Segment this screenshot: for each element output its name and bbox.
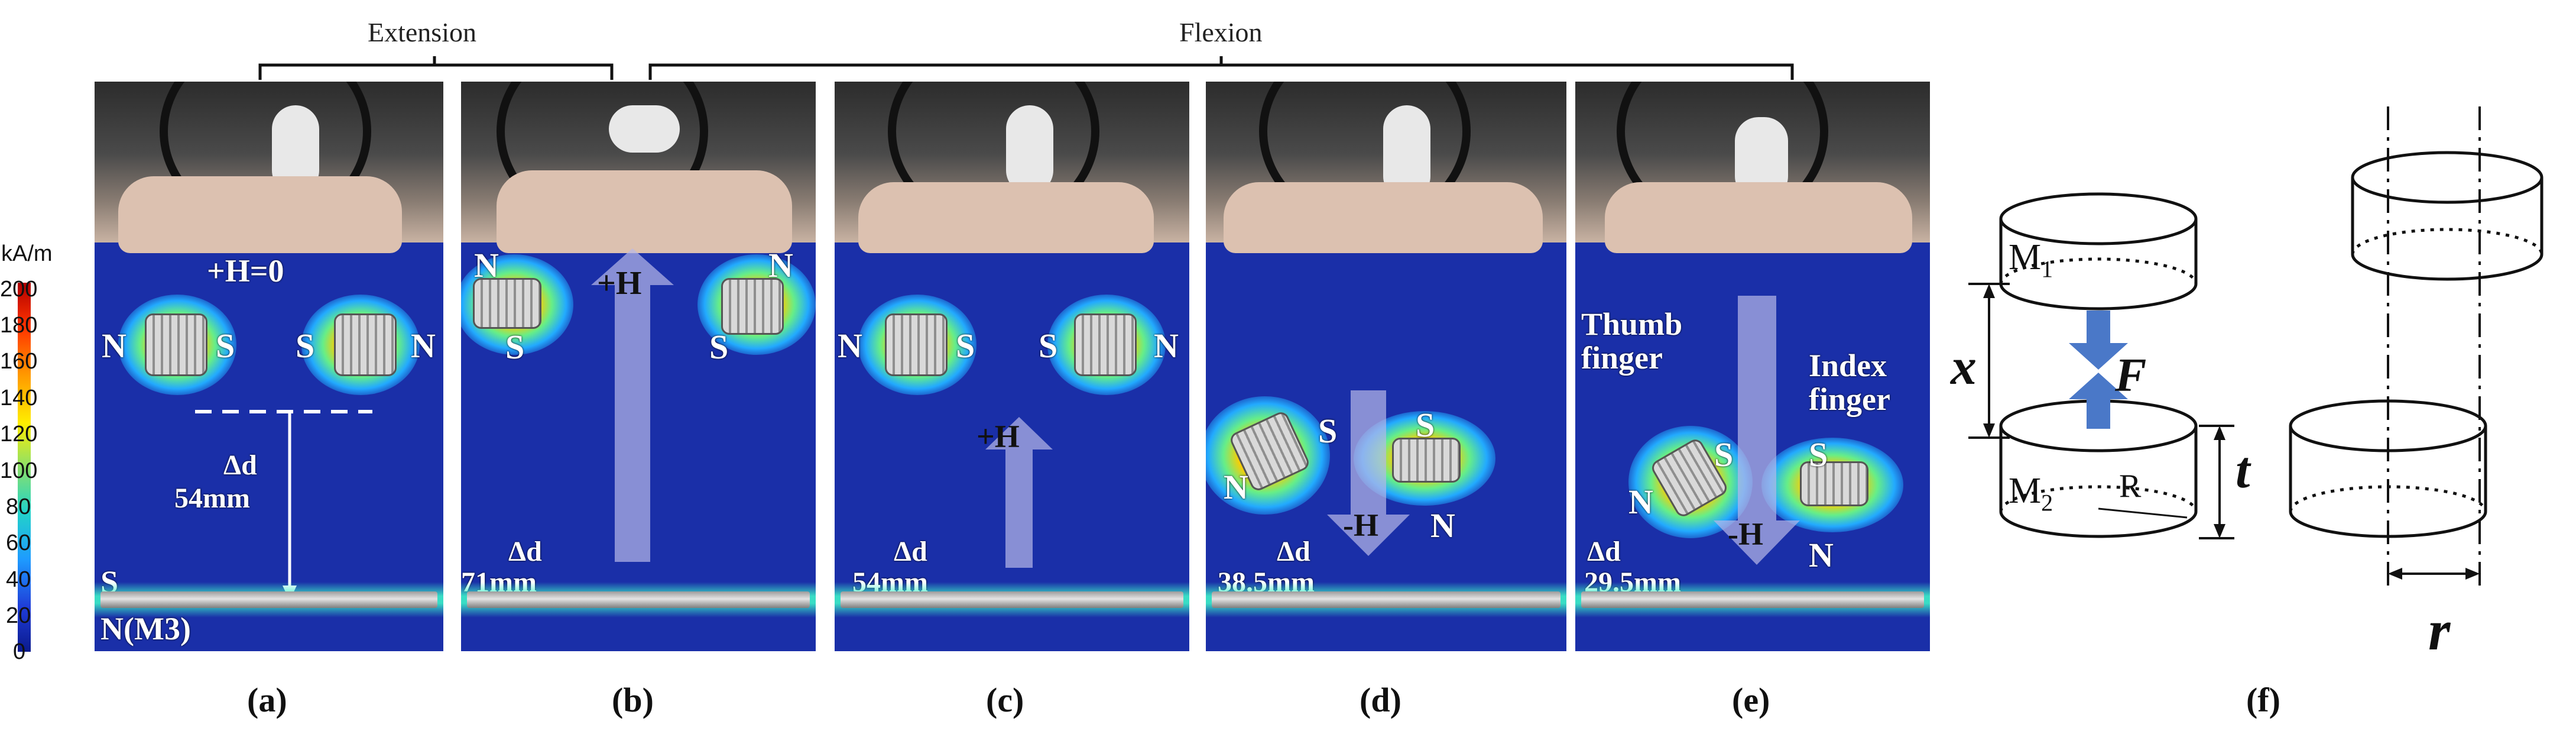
cylinder-m1 (1999, 192, 2198, 311)
pole-label: N (838, 326, 862, 365)
thickness-label: t (2236, 442, 2250, 499)
colorbar-tick: 20 (6, 603, 31, 628)
panel-a-letter: (a) (247, 681, 287, 719)
panel-b-field: N S S N +H Δd 71mm (461, 242, 816, 651)
panel-c-photo (835, 82, 1189, 253)
colorbar-tick: 100 (0, 458, 38, 483)
colorbar-tick: 60 (6, 531, 31, 555)
distance-symbol: Δd (894, 536, 927, 567)
colorbar-tick: 140 (0, 386, 38, 410)
panel-d: N S S N -H Δd 38.5mm (1206, 82, 1566, 651)
panel-e-photo (1575, 82, 1930, 253)
header-brackets (258, 56, 1794, 80)
pole-label: S (1809, 435, 1828, 474)
base-magnet-label: N(M3) (100, 611, 191, 646)
pole-label: S (1039, 326, 1058, 365)
offset-cylinders (2289, 151, 2543, 538)
pole-label: S (505, 328, 525, 366)
pole-label: S (1714, 435, 1734, 474)
m1-subscript: 1 (2041, 256, 2053, 283)
field-strength-label: +H (976, 419, 1020, 454)
extension-label: Extension (368, 17, 476, 47)
panel-d-photo (1206, 82, 1566, 253)
colorbar-tick: 200 (0, 277, 38, 302)
pole-label: N (1628, 483, 1653, 521)
panel-a: N S S N +H=0 Δd 54mm S N(M3) (95, 82, 443, 651)
panel-c-field: N S S N +H Δd 54mm (835, 242, 1189, 651)
pole-label: N (1154, 326, 1179, 365)
colorbar-tick: 80 (6, 494, 31, 519)
pole-label: N (1809, 536, 1834, 574)
pole-label: N (474, 246, 499, 284)
field-arrow-down (1714, 296, 1800, 565)
pole-label: S (216, 326, 235, 365)
field-strength-label: -H (1728, 516, 1763, 552)
flexion-bracket (648, 63, 1794, 80)
m2-letter: M (2009, 471, 2042, 511)
colorbar-unit: kA/m (1, 241, 53, 266)
panel-b: N S S N +H Δd 71mm (461, 82, 816, 651)
colorbar (18, 283, 31, 652)
pole-label: S (956, 326, 975, 365)
distance-symbol: Δd (1277, 536, 1310, 567)
field-arrow-up (985, 417, 1053, 568)
panel-f-letter: (f) (2246, 681, 2280, 719)
field-strength-label: +H=0 (207, 253, 284, 289)
t-dimension (2199, 425, 2234, 539)
pole-label: N (1430, 506, 1455, 545)
distance-symbol: Δd (1587, 536, 1621, 567)
pole-label: N (411, 326, 436, 365)
distance-symbol: Δd (223, 450, 257, 481)
colorbar-tick: 180 (0, 313, 38, 338)
flexion-label: Flexion (1179, 17, 1263, 47)
colorbar-tick: 120 (0, 422, 38, 447)
force-arrows (2069, 311, 2128, 429)
panel-e-letter: (e) (1732, 681, 1770, 719)
panel-c-letter: (c) (986, 681, 1024, 719)
m2-label: M2 (2009, 470, 2053, 516)
field-arrow-down (1327, 390, 1410, 556)
field-strength-label: -H (1343, 507, 1378, 543)
distance-symbol: Δd (508, 536, 542, 567)
panel-a-photo (95, 82, 443, 253)
panel-d-field: N S S N -H Δd 38.5mm (1206, 242, 1566, 651)
thumb-finger-label: Thumb finger (1581, 306, 1683, 376)
panel-a-field: N S S N +H=0 Δd 54mm S N(M3) (95, 242, 443, 651)
field-arrow-up (591, 248, 674, 562)
distance-value: 54mm (174, 483, 250, 514)
panel-b-letter: (b) (612, 681, 654, 719)
pole-label: S (296, 326, 315, 365)
panel-c: N S S N +H Δd 54mm (835, 82, 1189, 651)
x-label: x (1951, 338, 1977, 396)
radius-small-label: R (2119, 468, 2142, 505)
panel-e: Thumb finger Index finger N S S N -H Δd … (1575, 82, 1930, 651)
index-finger-label: Index finger (1809, 348, 1890, 417)
colorbar-tick: 160 (0, 349, 38, 374)
pole-label: S (709, 328, 729, 366)
m1-letter: M (2009, 237, 2042, 277)
x-dimension (1968, 283, 2010, 439)
panel-b-photo (461, 82, 816, 253)
pole-label: N (768, 246, 793, 284)
pole-label: N (1224, 468, 1248, 506)
offset-r-label: r (2428, 599, 2451, 662)
colorbar-tick: 40 (6, 567, 31, 592)
pole-label: S (1416, 406, 1435, 444)
panel-e-field: Thumb finger Index finger N S S N -H Δd … (1575, 242, 1930, 651)
m2-subscript: 2 (2041, 489, 2053, 516)
r-dimension (2387, 568, 2480, 580)
colorbar-tick: 0 (13, 639, 26, 664)
panel-f-schematic (1968, 106, 2543, 591)
pole-label: S (1318, 412, 1338, 450)
extension-bracket (258, 63, 614, 80)
axis-lines (2387, 106, 2481, 591)
panel-d-letter: (d) (1360, 681, 1401, 719)
field-strength-label: +H (597, 265, 642, 302)
force-label: F (2115, 350, 2147, 402)
pole-label: N (102, 326, 126, 365)
m1-label: M1 (2009, 237, 2053, 283)
